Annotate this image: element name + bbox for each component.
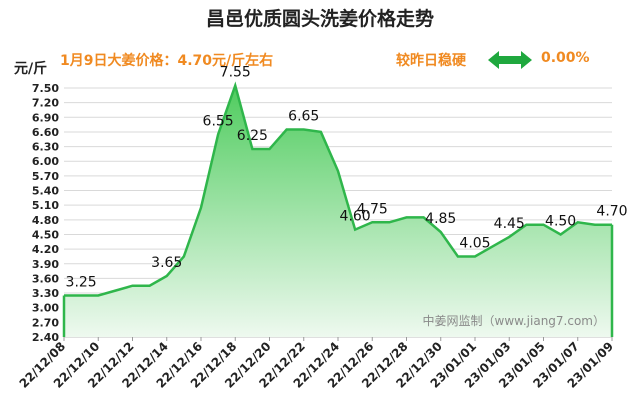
- data-label: 4.60: [340, 209, 371, 225]
- y-tick-label: 6.30: [32, 141, 59, 154]
- y-tick-label: 4.80: [32, 214, 59, 227]
- data-label: 6.25: [237, 128, 268, 144]
- headline-price-text: 1月9日大姜价格：4.70元/斤左右: [60, 53, 274, 69]
- data-label: 4.75: [357, 201, 388, 217]
- double-arrow-icon: [488, 51, 532, 69]
- data-label: 7.55: [220, 65, 251, 81]
- y-tick-label: 2.40: [32, 331, 59, 344]
- y-tick-labels: 7.50 7.206.90 6.60 6.306.00 5.70 5.405.10 4.80…: [32, 82, 59, 344]
- data-label: 3.25: [66, 275, 97, 291]
- y-tick-label: 3.30: [32, 287, 59, 300]
- y-tick-label: 3.60: [32, 272, 59, 285]
- y-tick-label: 6.00: [32, 155, 59, 168]
- data-label: 4.85: [425, 211, 456, 227]
- x-tick-labels: 22/12/0822/12/1022/12/1222/12/1422/12/16…: [17, 337, 616, 391]
- data-label: 6.65: [288, 109, 319, 125]
- double-arrow-shape: [488, 51, 532, 69]
- data-label: 4.70: [596, 204, 627, 220]
- y-tick-label: 6.60: [32, 126, 59, 139]
- price-line: [64, 81, 612, 297]
- data-label: 6.55: [203, 113, 234, 129]
- price-area: [64, 85, 612, 337]
- y-tick-label: 7.20: [32, 97, 59, 110]
- y-axis-unit-label: 元/斤: [14, 61, 48, 77]
- data-label: 3.65: [151, 255, 182, 271]
- watermark: 中姜网监制（www.jiang7.com）: [423, 313, 605, 328]
- y-tick-label: 5.10: [32, 199, 59, 212]
- y-tick-label: 7.50: [32, 82, 59, 95]
- y-tick-label: 5.40: [32, 185, 59, 198]
- y-tick-label: 4.50: [32, 228, 59, 241]
- y-tick-label: 2.70: [32, 316, 59, 329]
- y-tick-label: 3.90: [32, 258, 59, 271]
- data-label: 4.45: [494, 216, 525, 232]
- data-labels: 3.25 3.65 6.55 7.55 6.25 6.65 4.604.75 4.854.05…: [66, 65, 628, 291]
- y-tick-label: 6.90: [32, 111, 59, 124]
- y-tick-label: 3.00: [32, 302, 59, 315]
- chart-title: 昌邑优质圆头洗姜价格走势: [205, 8, 434, 30]
- change-label: 较昨日稳硬: [396, 53, 466, 69]
- y-tick-label: 5.70: [32, 170, 59, 183]
- data-label: 4.50: [545, 213, 576, 229]
- data-label: 4.05: [459, 235, 490, 251]
- y-tick-label: 4.20: [32, 243, 59, 256]
- change-value: 0.00%: [541, 50, 590, 66]
